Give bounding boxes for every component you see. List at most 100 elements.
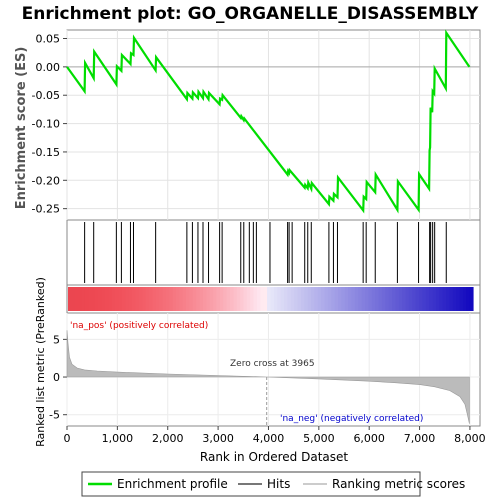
rank-bar-segment (68, 287, 72, 311)
rank-bar-segment (277, 287, 282, 311)
es-y-ticks: 0.05 0.00 -0.05 -0.10 -0.15 -0.20 -0.25 (32, 33, 67, 216)
x-tick-label: 2,000 (152, 432, 184, 445)
rank-bar-segment (348, 287, 353, 311)
rank-bar-segment (398, 287, 403, 311)
rank-bar-segment (111, 287, 116, 311)
rank-bar-segment (128, 287, 133, 311)
rank-bar-segment (118, 287, 123, 311)
rank-bar-segment (321, 287, 326, 311)
es-gridlines (66, 30, 480, 220)
neg-label: 'na_neg' (negatively correlated) (280, 414, 423, 424)
rank-bar-segment (98, 287, 103, 311)
rank-bar-segment (84, 287, 89, 311)
rank-bar-segment (368, 287, 373, 311)
rank-bar-segment (108, 287, 113, 311)
rank-bar-segment (91, 287, 96, 311)
rank-bar-segment (351, 287, 356, 311)
rank-bar-segment (81, 287, 86, 311)
enrichment-profile-path (66, 29, 471, 214)
legend-metric-label: Ranking metric scores (332, 477, 465, 491)
rank-bar-segment (365, 287, 369, 311)
rank-bar-segment (263, 287, 268, 311)
rank-bar-segment (230, 287, 234, 311)
metric-tick-label: 5 (53, 333, 60, 346)
rank-bar-segment (74, 287, 79, 311)
rank-bar-segment (429, 287, 434, 311)
rank-bar-segment (206, 287, 211, 311)
x-tick-label: 4,000 (253, 432, 285, 445)
rank-bar-segment (469, 287, 474, 311)
rank-bar-segment (466, 287, 471, 311)
rank-bar-segment (149, 287, 153, 311)
rank-bar-segment (71, 287, 76, 311)
es-tick-label: -0.25 (32, 203, 60, 216)
es-tick-label: -0.10 (32, 118, 60, 131)
rank-bar-segment (273, 287, 278, 311)
rank-bar-segment (344, 287, 349, 311)
rank-bar-segment (176, 287, 180, 311)
rank-bar-segment (381, 287, 386, 311)
metric-area-path (66, 330, 470, 424)
rank-bar-segment (334, 287, 339, 311)
rank-bar-segment (159, 287, 164, 311)
es-tick-label: -0.05 (32, 89, 60, 102)
rank-bar-segment (290, 287, 295, 311)
rank-bar-segment (250, 287, 255, 311)
rank-bar-segment (236, 287, 241, 311)
legend-profile-label: Enrichment profile (117, 477, 228, 491)
rank-bar-segment (246, 287, 251, 311)
rank-bar-segment (459, 287, 464, 311)
rank-bar-segment (145, 287, 150, 311)
rank-bar-segment (422, 287, 427, 311)
rank-bar-segment (88, 287, 93, 311)
rank-bar-segment (395, 287, 400, 311)
hit-marks (84, 222, 447, 283)
rank-bar-segment (243, 287, 248, 311)
rank-bar-segment (439, 287, 444, 311)
x-tick-label: 3,000 (202, 432, 234, 445)
rank-bar-segment (449, 287, 454, 311)
rank-bar-segment (101, 287, 106, 311)
x-tick-label: 1,000 (102, 432, 134, 445)
rank-bar-segment (287, 287, 292, 311)
rank-bar-segment (179, 287, 184, 311)
metric-axis-label: Ranked list metric (PreRanked) (34, 277, 47, 447)
rank-bar-segment (152, 287, 157, 311)
rank-bar-segment (138, 287, 143, 311)
rank-bar-segment (314, 287, 319, 311)
metric-tick-label: -5 (49, 409, 60, 422)
rank-bar-segment (432, 287, 437, 311)
rank-bar-segment (371, 287, 376, 311)
rank-bar-segment (419, 287, 423, 311)
metric-x-ticks: 0 1,000 2,000 3,000 4,000 5,000 6,000 7,000 8,00… (64, 426, 486, 445)
rank-bar-segment (125, 287, 130, 311)
es-axis-label: Enrichment score (ES) (14, 47, 29, 210)
rank-bar-segment (456, 287, 461, 311)
ranking-color-bar (68, 287, 474, 311)
rank-bar-segment (155, 287, 160, 311)
metric-y-ticks: 5 0 -5 (49, 333, 67, 422)
rank-bar-segment (294, 287, 299, 311)
pos-label: 'na_pos' (positively correlated) (70, 321, 208, 331)
rank-bar-segment (186, 287, 191, 311)
rank-bar-segment (446, 287, 450, 311)
es-tick-label: -0.15 (32, 146, 60, 159)
rank-bar-segment (408, 287, 413, 311)
metric-panel (66, 312, 481, 427)
rank-bar-segment (331, 287, 336, 311)
rank-bar-segment (354, 287, 359, 311)
rank-bar-segment (189, 287, 194, 311)
x-tick-label: 6,000 (353, 432, 385, 445)
rank-bar-segment (375, 287, 380, 311)
rank-bar-segment (385, 287, 390, 311)
rank-bar-segment (182, 287, 187, 311)
rank-bar-segment (216, 287, 221, 311)
rank-bar-segment (105, 287, 110, 311)
es-panel (66, 29, 481, 221)
rank-bar-segment (338, 287, 342, 311)
rank-bar-segment (435, 287, 440, 311)
rank-bar-segment (304, 287, 309, 311)
x-tick-label: 0 (64, 432, 71, 445)
rank-bar-segment (115, 287, 120, 311)
